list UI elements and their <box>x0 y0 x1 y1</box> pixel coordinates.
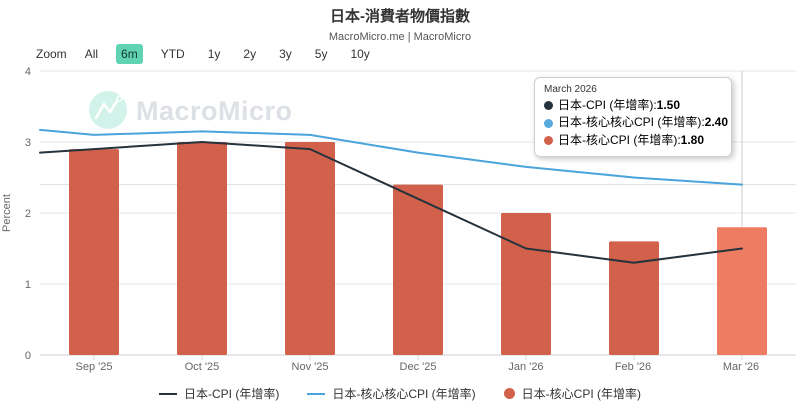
zoom-button-6m[interactable]: 6m <box>116 44 143 64</box>
legend-label: 日本-核心核心CPI (年增率) <box>332 387 476 401</box>
tooltip-value: 2.40 <box>704 115 729 130</box>
legend-item-core-cpi[interactable]: 日本-核心CPI (年增率) <box>503 385 641 402</box>
tooltip-label: 日本-核心核心CPI (年增率): <box>558 115 705 130</box>
legend-label: 日本-CPI (年增率) <box>184 387 280 401</box>
x-tick-mar26: Mar '26 <box>723 361 759 373</box>
bar-series-core-cpi[interactable] <box>69 142 767 355</box>
tooltip-label: 日本-CPI (年增率): <box>558 98 657 112</box>
zoom-button-3y[interactable]: 3y <box>279 47 292 61</box>
y-axis-title: Percent <box>1 194 13 232</box>
cpi-line-swatch-icon <box>159 392 177 395</box>
zoom-range-toolbar: Zoom All 6m YTD 1y 2y 3y 5y 10y <box>36 44 375 64</box>
watermark-text: MacroMicro <box>136 96 293 126</box>
zoom-label: Zoom <box>36 47 67 61</box>
cpi-series-dot-icon <box>544 101 553 111</box>
zoom-button-1y[interactable]: 1y <box>207 47 221 61</box>
x-tick-sep25: Sep '25 <box>76 361 113 373</box>
macromicro-watermark: MacroMicro <box>89 91 293 129</box>
bar-core-cpi-4[interactable] <box>501 213 551 355</box>
bar-core-cpi-1[interactable] <box>177 142 227 355</box>
bar-core-cpi-2[interactable] <box>285 142 335 355</box>
bar-core-cpi-5[interactable] <box>609 241 659 355</box>
legend-label: 日本-核心CPI (年增率) <box>521 387 641 401</box>
line-series[interactable] <box>39 128 743 264</box>
legend-item-cpi[interactable]: 日本-CPI (年增率) <box>159 385 279 402</box>
x-tick-jan26: Jan '26 <box>508 361 543 373</box>
y-tick-4: 4 <box>25 66 31 78</box>
zoom-button-ytd[interactable]: YTD <box>160 47 185 61</box>
page-title: 日本-消費者物價指數 <box>330 8 470 25</box>
x-tick-dec25: Dec '25 <box>400 361 437 373</box>
y-tick-1: 1 <box>25 279 31 291</box>
macromicro-mountain-icon <box>94 99 119 120</box>
bar-core-cpi-6[interactable] <box>717 227 767 355</box>
x-tick-nov25: Nov '25 <box>292 361 329 373</box>
bar-core-cpi-3[interactable] <box>393 184 443 355</box>
zoom-button-all[interactable]: All <box>84 47 99 61</box>
chart-header: 日本-消費者物價指數 MacroMicro.me | MacroMicro <box>0 5 800 43</box>
corecore-cpi-line-swatch-icon <box>307 392 326 395</box>
x-tick-oct25: Oct '25 <box>185 361 220 373</box>
core-cpi-bar-swatch-icon <box>503 388 515 399</box>
y-tick-3: 3 <box>25 137 31 149</box>
macromicro-logo-dot <box>116 95 123 102</box>
bar-core-cpi-0[interactable] <box>69 149 119 355</box>
legend-item-corecore-cpi[interactable]: 日本-核心核心CPI (年增率) <box>307 385 476 402</box>
tooltip-value: 1.80 <box>680 132 705 147</box>
hover-tooltip: March 2026 日本-CPI (年增率): 1.50 日本-核心核心CPI… <box>534 77 732 158</box>
chart-legend: 日本-CPI (年增率) 日本-核心核心CPI (年增率) 日本-核心CPI (… <box>0 385 800 402</box>
tooltip-row-cpi: 日本-CPI (年增率): 1.50 <box>544 97 722 114</box>
zoom-button-5y[interactable]: 5y <box>314 47 328 61</box>
tooltip-label: 日本-核心CPI (年增率): <box>558 132 681 147</box>
corecore-cpi-series-dot-icon <box>544 118 553 128</box>
line-series-path[interactable] <box>39 141 743 264</box>
x-axis-tick-labels: Sep '25 Oct '25 Nov '25 Dec '25 Jan '26 … <box>76 361 760 373</box>
tooltip-row-corecore-cpi: 日本-核心核心CPI (年增率): 2.40 <box>544 114 728 131</box>
tooltip-date: March 2026 <box>544 84 597 95</box>
tooltip-value: 1.50 <box>656 98 681 112</box>
core-cpi-series-dot-icon <box>544 135 553 145</box>
zoom-button-2y[interactable]: 2y <box>243 47 257 61</box>
line-series-path[interactable] <box>39 128 743 186</box>
y-tick-2: 2 <box>25 208 31 220</box>
y-tick-0: 0 <box>25 350 31 362</box>
zoom-button-10y[interactable]: 10y <box>350 47 370 61</box>
x-tick-feb26: Feb '26 <box>615 361 651 373</box>
tooltip-row-core-cpi: 日本-核心CPI (年增率): 1.80 <box>544 132 722 149</box>
page-subtitle: MacroMicro.me | MacroMicro <box>328 31 472 43</box>
y-axis-tick-labels: 4 3 2 1 0 <box>25 66 31 362</box>
